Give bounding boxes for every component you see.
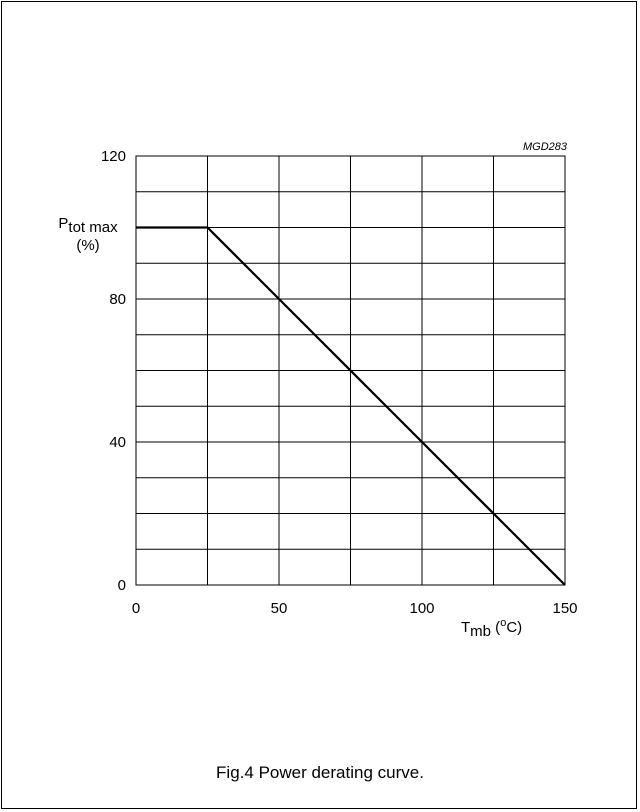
y-tick-label: 120 — [101, 148, 126, 165]
x-tick-label: 0 — [132, 600, 140, 617]
x-tick-label: 100 — [409, 600, 434, 617]
figure-caption: Fig.4 Power derating curve. — [216, 763, 424, 782]
y-axis-unit: (%) — [76, 237, 99, 254]
y-tick-label: 40 — [109, 434, 126, 451]
derating-curve — [136, 226, 566, 586]
x-axis-label-sub: mb — [470, 623, 491, 640]
y-axis-label-main: P — [58, 215, 68, 232]
x-tick-label: 50 — [271, 600, 288, 617]
x-axis-label-unit-open: ( — [491, 619, 500, 636]
x-axis-label-unit-sup: o — [500, 617, 506, 629]
x-tick-label: 150 — [552, 600, 577, 617]
y-tick-label: 80 — [109, 291, 126, 308]
y-axis-label-sub: tot max — [68, 219, 118, 236]
plot-frame — [135, 155, 566, 586]
x-axis-label-main: T — [461, 619, 470, 636]
grid — [136, 156, 565, 585]
tick-labels: 0 50 100 150 0 40 80 120 — [101, 148, 578, 617]
y-axis-label: Ptot max — [58, 215, 118, 236]
y-tick-label: 0 — [118, 577, 126, 594]
x-axis-label: Tmb (oC) — [461, 617, 522, 640]
x-axis-label-unit-close: C) — [506, 619, 522, 636]
figure-code: MGD283 — [523, 141, 568, 153]
